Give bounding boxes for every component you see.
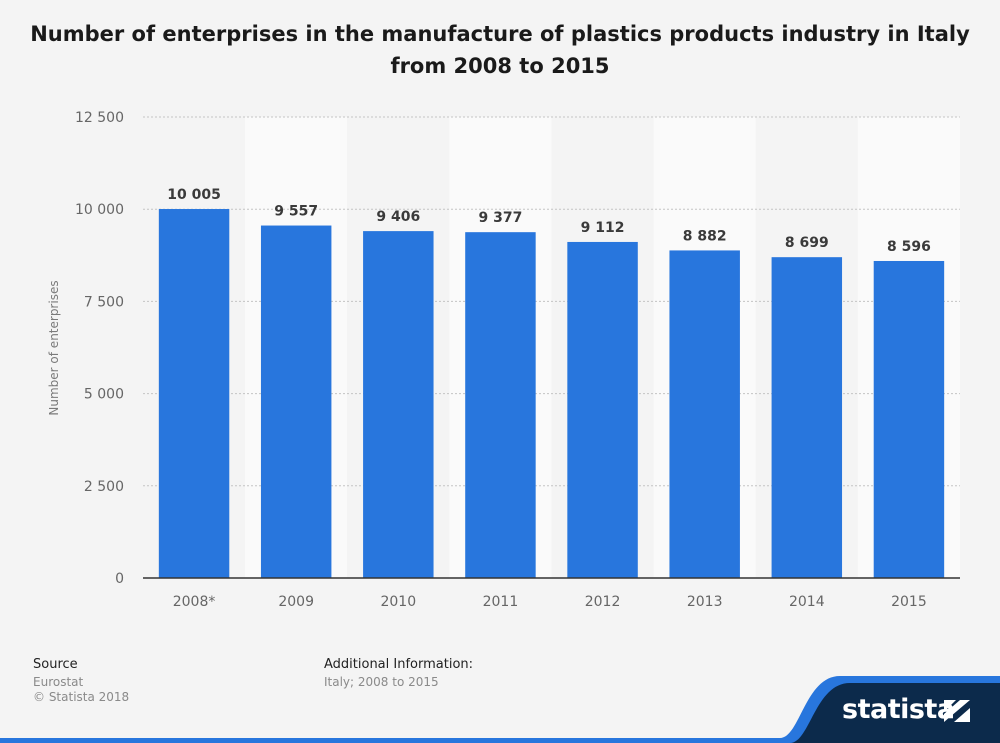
bar [158, 209, 230, 578]
bar [771, 257, 843, 578]
data-label: 9 557 [274, 204, 318, 220]
bar [567, 241, 638, 578]
value-labels: 10 005 9 557 9 406 9 377 9 112 8 882 8 699 8 59… [167, 187, 931, 255]
bar [669, 250, 740, 579]
brand-name: statista [842, 694, 955, 725]
bar [873, 260, 945, 578]
bars [158, 209, 945, 579]
additional-info-text: Italy; 2008 to 2015 [324, 675, 439, 689]
x-tick-label: 2008* [173, 594, 216, 610]
data-label: 10 005 [167, 187, 221, 203]
y-tick-label: 2 500 [84, 479, 124, 495]
chart-title-line-2: from 2008 to 2015 [390, 54, 610, 78]
y-tick-label: 10 000 [75, 202, 124, 218]
y-tick-label: 0 [115, 571, 124, 587]
bar [465, 232, 536, 578]
source-label: Source [33, 657, 78, 672]
x-tick-label: 2011 [483, 594, 519, 610]
x-tick-label: 2009 [278, 594, 314, 610]
bar [363, 231, 434, 578]
data-label: 9 406 [376, 209, 420, 225]
bar [260, 225, 332, 578]
additional-info-label: Additional Information: [324, 657, 474, 672]
x-tick-label: 2014 [789, 594, 825, 610]
data-label: 8 882 [683, 228, 727, 244]
x-tick-label: 2012 [585, 594, 621, 610]
data-label: 9 377 [479, 210, 523, 226]
x-tick-label: 2015 [891, 594, 927, 610]
x-tick-label: 2013 [687, 594, 723, 610]
source-line-2: © Statista 2018 [33, 690, 130, 704]
source-line-1: Eurostat [33, 675, 84, 689]
x-axis-ticks: 2008* 2009 2010 2011 2012 2013 2014 2015 [173, 594, 927, 610]
data-label: 8 596 [887, 239, 931, 255]
y-tick-label: 12 500 [75, 110, 124, 126]
x-tick-label: 2010 [380, 594, 416, 610]
chart-title: Number of enterprises in the manufacture… [0, 18, 1000, 82]
data-label: 9 112 [581, 220, 625, 236]
y-axis-ticks: 0 2 500 5 000 7 500 10 000 12 500 [75, 110, 124, 587]
y-tick-label: 7 500 [84, 294, 124, 310]
y-axis-label: Number of enterprises [47, 280, 61, 415]
chart-title-line-1: Number of enterprises in the manufacture… [30, 22, 970, 46]
data-label: 8 699 [785, 235, 829, 251]
y-tick-label: 5 000 [84, 387, 124, 403]
